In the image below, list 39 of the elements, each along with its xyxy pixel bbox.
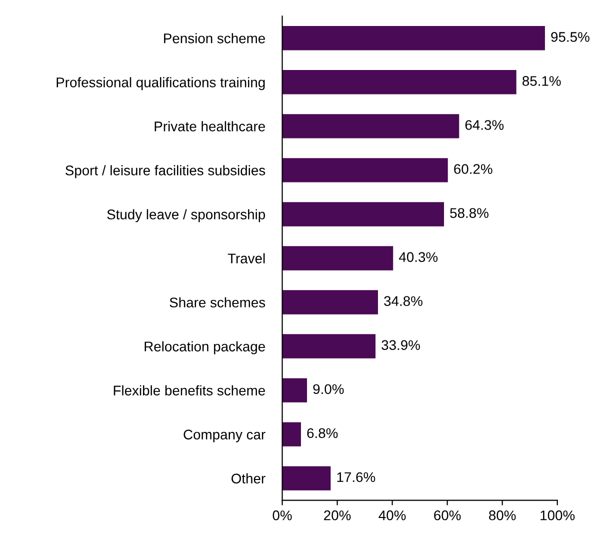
data-label: 9.0% <box>313 384 344 394</box>
x-tick-label: 40% <box>378 510 406 520</box>
x-tick-label: 0% <box>272 510 292 520</box>
data-label: 85.1% <box>522 76 561 86</box>
y-tick-label: Study leave / sponsorship <box>107 209 266 222</box>
data-label: 6.8% <box>307 428 338 438</box>
y-tick-label: Professional qualifications training <box>56 77 265 90</box>
y-tick-label: Private healthcare <box>154 121 265 132</box>
bar <box>282 202 444 226</box>
x-tick-label: 100% <box>540 510 575 520</box>
y-tick-label: Flexible benefits scheme <box>114 385 265 396</box>
bar <box>282 334 376 358</box>
y-tick-label: Company car <box>184 430 266 442</box>
data-label: 95.5% <box>551 32 590 42</box>
data-label: 34.8% <box>384 296 422 306</box>
bar <box>282 290 378 314</box>
data-label: 40.3% <box>398 252 438 262</box>
bar <box>282 246 394 270</box>
x-tick-label: 60% <box>434 510 461 520</box>
y-tick-label: Travel <box>228 253 265 264</box>
y-tick-label: Relocation package <box>144 341 265 354</box>
y-tick-label: Other <box>232 473 266 484</box>
bar <box>282 378 308 402</box>
data-label: 64.3% <box>465 120 504 130</box>
data-label: 17.6% <box>337 472 376 482</box>
data-label: 58.8% <box>450 208 488 218</box>
bar <box>282 466 331 490</box>
y-tick-label: Share schemes <box>170 297 266 308</box>
bar <box>282 422 301 446</box>
x-tick-label: 80% <box>489 510 516 520</box>
data-label: 33.9% <box>382 340 420 350</box>
y-tick-label: Pension scheme <box>164 33 265 44</box>
x-tick-label: 20% <box>324 510 351 520</box>
bar <box>282 114 460 138</box>
data-label: 60.2% <box>454 164 492 174</box>
bar <box>282 26 545 50</box>
bar <box>282 158 448 182</box>
bar <box>282 70 516 94</box>
y-tick-label: Sport / leisure facilities subsidies <box>66 165 266 178</box>
